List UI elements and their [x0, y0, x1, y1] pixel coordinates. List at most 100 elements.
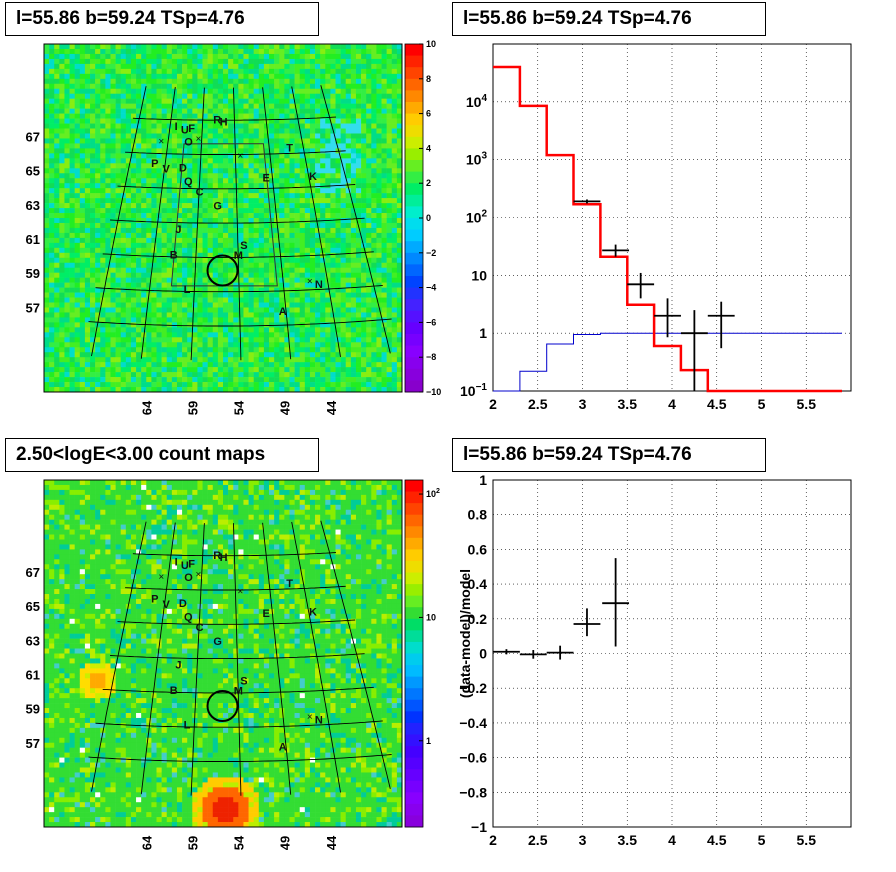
- map-pixel: [361, 262, 367, 269]
- map-pixel: [350, 382, 357, 388]
- map-pixel: [217, 287, 224, 293]
- map-pixel: [187, 342, 193, 348]
- map-pixel: [156, 58, 162, 65]
- map-pixel: [74, 148, 81, 154]
- map-pixel: [207, 98, 214, 104]
- map-pixel: [284, 272, 290, 278]
- map-pixel: [202, 332, 208, 338]
- map-pixel: [156, 237, 162, 244]
- map-pixel: [79, 173, 86, 179]
- map-pixel: [59, 138, 65, 144]
- map-pixel: [212, 168, 219, 174]
- map-pixel: [263, 282, 270, 288]
- map-pixel: [371, 193, 377, 199]
- map-pixel: [391, 387, 398, 392]
- map-pixel: [84, 168, 91, 174]
- map-pixel: [130, 88, 137, 95]
- map-pixel: [258, 362, 265, 368]
- map-pixel: [350, 88, 357, 95]
- map-pixel: [49, 347, 55, 353]
- map-pixel: [84, 322, 91, 328]
- map-pixel: [120, 183, 127, 189]
- map-pixel: [335, 297, 341, 303]
- map-pixel: [371, 118, 377, 124]
- map-pixel: [187, 178, 193, 184]
- map-pixel: [315, 123, 321, 129]
- map-pixel: [345, 173, 352, 179]
- map-pixel: [59, 173, 65, 179]
- map-pixel: [212, 347, 219, 353]
- map-pixel: [386, 123, 393, 129]
- map-pixel: [345, 302, 352, 308]
- map-pixel: [54, 203, 60, 209]
- map-pixel: [115, 337, 122, 343]
- map-pixel: [120, 297, 127, 303]
- map-pixel: [187, 357, 193, 363]
- map-pixel: [156, 83, 162, 90]
- map-pixel: [161, 367, 168, 373]
- map-pixel: [74, 272, 81, 278]
- map-pixel: [361, 213, 367, 219]
- map-pixel: [95, 367, 101, 373]
- source-label-H: H: [220, 116, 228, 128]
- map-pixel: [202, 173, 208, 179]
- map-pixel: [289, 83, 295, 90]
- map-pixel: [315, 297, 321, 303]
- map-pixel: [366, 163, 372, 169]
- map-pixel: [49, 173, 55, 179]
- map-pixel: [386, 113, 393, 119]
- map-pixel: [350, 93, 357, 99]
- map-pixel: [192, 73, 198, 80]
- colorbar-cell: [405, 160, 423, 172]
- map-pixel: [294, 218, 301, 224]
- map-pixel: [156, 267, 162, 273]
- map-pixel: [386, 53, 393, 60]
- map-pixel: [166, 292, 173, 298]
- map-y-tick-label: 67: [26, 130, 40, 145]
- map-pixel: [212, 387, 219, 392]
- map-pixel: [74, 282, 81, 288]
- map-pixel: [156, 178, 162, 184]
- map-pixel: [207, 208, 214, 214]
- map-pixel: [54, 168, 60, 174]
- map-pixel: [228, 168, 234, 174]
- map-pixel: [284, 153, 290, 159]
- map-pixel: [381, 88, 387, 95]
- map-pixel: [176, 287, 183, 293]
- map-pixel: [330, 257, 336, 264]
- map-pixel: [146, 58, 152, 65]
- map-pixel: [315, 73, 321, 80]
- map-pixel: [49, 108, 55, 114]
- map-pixel: [315, 168, 321, 174]
- map-pixel: [161, 53, 168, 60]
- map-pixel: [330, 322, 336, 328]
- map-pixel: [141, 222, 147, 229]
- map-pixel: [315, 183, 321, 189]
- map-pixel: [263, 98, 270, 104]
- map-pixel: [100, 58, 106, 65]
- map-pixel: [202, 73, 208, 80]
- map-pixel: [182, 68, 188, 75]
- map-pixel: [263, 242, 270, 249]
- map-pixel: [44, 312, 50, 318]
- map-pixel: [335, 193, 341, 199]
- map-pixel: [176, 208, 183, 214]
- map-pixel: [110, 227, 116, 234]
- map-pixel: [386, 103, 393, 109]
- map-pixel: [146, 93, 152, 99]
- map-pixel: [320, 292, 326, 298]
- map-pixel: [340, 183, 347, 189]
- source-label-M: M: [234, 250, 243, 262]
- colorbar-cell: [405, 67, 423, 80]
- map-pixel: [340, 302, 347, 308]
- map-pixel: [355, 218, 362, 224]
- map-pixel: [320, 153, 326, 159]
- map-pixel: [69, 168, 75, 174]
- map-pixel: [84, 382, 91, 388]
- map-pixel: [217, 53, 224, 60]
- map-pixel: [192, 372, 198, 378]
- map-pixel: [110, 183, 116, 189]
- map-pixel: [315, 44, 321, 50]
- map-pixel: [120, 247, 127, 254]
- map-pixel: [49, 68, 55, 75]
